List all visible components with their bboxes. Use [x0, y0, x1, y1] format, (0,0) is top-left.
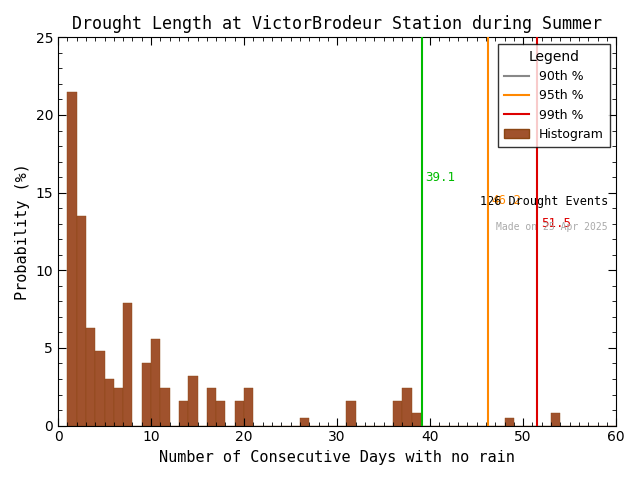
Bar [412, 413, 421, 426]
Legend: 90th %, 95th %, 99th %, Histogram: 90th %, 95th %, 99th %, Histogram [497, 44, 610, 147]
Bar [235, 401, 244, 426]
Bar [346, 401, 356, 426]
Text: 126 Drought Events: 126 Drought Events [479, 194, 608, 207]
Bar [207, 388, 216, 426]
Bar [67, 92, 77, 426]
Bar [504, 418, 514, 426]
Bar [86, 328, 95, 426]
Bar [142, 363, 151, 426]
Bar [123, 303, 132, 426]
Bar [300, 418, 309, 426]
Text: 46.2: 46.2 [492, 194, 522, 207]
Bar [216, 401, 225, 426]
Bar [188, 376, 198, 426]
Bar [402, 388, 412, 426]
Bar [104, 379, 114, 426]
Text: 51.5: 51.5 [541, 217, 571, 230]
Text: Made on 25 Apr 2025: Made on 25 Apr 2025 [496, 222, 608, 232]
Y-axis label: Probability (%): Probability (%) [15, 163, 30, 300]
Title: Drought Length at VictorBrodeur Station during Summer: Drought Length at VictorBrodeur Station … [72, 15, 602, 33]
Bar [179, 401, 188, 426]
Bar [114, 388, 123, 426]
Bar [244, 388, 253, 426]
Bar [77, 216, 86, 426]
X-axis label: Number of Consecutive Days with no rain: Number of Consecutive Days with no rain [159, 450, 515, 465]
Bar [393, 401, 402, 426]
Text: 39.1: 39.1 [426, 170, 456, 184]
Bar [551, 413, 561, 426]
Bar [151, 338, 161, 426]
Bar [161, 388, 170, 426]
Bar [95, 351, 104, 426]
